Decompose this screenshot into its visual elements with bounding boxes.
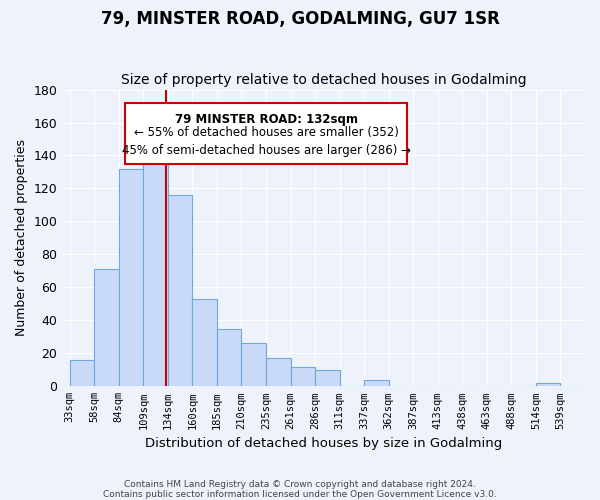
Text: 79 MINSTER ROAD: 132sqm: 79 MINSTER ROAD: 132sqm [175,114,358,126]
Bar [241,344,266,386]
Text: ← 55% of detached houses are smaller (352): ← 55% of detached houses are smaller (35… [134,126,398,138]
Text: 79, MINSTER ROAD, GODALMING, GU7 1SR: 79, MINSTER ROAD, GODALMING, GU7 1SR [101,10,499,28]
Bar [119,168,143,386]
Bar [70,360,94,386]
Bar [364,380,389,386]
Bar [290,366,315,386]
Bar [217,328,241,386]
Bar [266,358,290,386]
Text: Contains HM Land Registry data © Crown copyright and database right 2024.
Contai: Contains HM Land Registry data © Crown c… [103,480,497,499]
Bar [143,142,168,386]
Bar [193,299,217,386]
Title: Size of property relative to detached houses in Godalming: Size of property relative to detached ho… [121,73,526,87]
FancyBboxPatch shape [125,103,407,164]
Bar [94,270,119,386]
X-axis label: Distribution of detached houses by size in Godalming: Distribution of detached houses by size … [145,437,502,450]
Bar [536,383,560,386]
Y-axis label: Number of detached properties: Number of detached properties [15,140,28,336]
Text: 45% of semi-detached houses are larger (286) →: 45% of semi-detached houses are larger (… [122,144,410,158]
Bar [315,370,340,386]
Bar [168,195,193,386]
